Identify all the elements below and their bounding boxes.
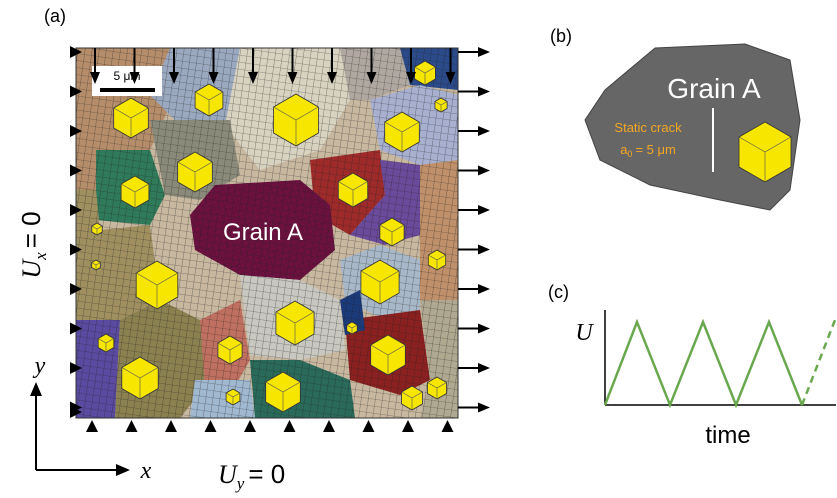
panel-label: (a) — [44, 6, 66, 26]
load-arrow-head — [478, 166, 490, 176]
support — [244, 420, 256, 432]
load-arrow-head — [478, 403, 490, 413]
panel-label: (c) — [548, 282, 569, 302]
support — [323, 420, 335, 432]
crack-title: Static crack — [614, 120, 682, 135]
grain-label: Grain A — [667, 73, 761, 104]
page: 5 μm Grain A (a) Ux= 0 Uy= 0 y x (b) Gra… — [0, 0, 837, 498]
axis-y-label: y — [33, 353, 46, 379]
load-wave-continuation — [802, 320, 835, 405]
ux-subscript: x — [31, 252, 50, 261]
uy-label: Uy= 0 — [218, 459, 285, 493]
y-axis-label: U — [575, 320, 594, 346]
grain-label: Grain A — [223, 219, 303, 246]
support — [165, 420, 177, 432]
load-wave — [605, 322, 802, 405]
support — [442, 420, 454, 432]
load-arrow-head — [478, 324, 490, 334]
load-arrow-head — [478, 284, 490, 294]
load-arrow-head — [478, 363, 490, 373]
axis-x-label: x — [140, 458, 152, 484]
uy-equals: = 0 — [248, 459, 285, 489]
crack-subscript: 0 — [627, 149, 632, 159]
ux-equals: = 0 — [16, 211, 46, 248]
x-axis-label: time — [705, 422, 750, 449]
load-arrow-head — [478, 126, 490, 136]
crack-equals: = 5 μm — [635, 142, 675, 157]
support — [205, 420, 217, 432]
ux-label: Ux= 0 — [16, 211, 50, 278]
support — [284, 420, 296, 432]
support — [363, 420, 375, 432]
support — [126, 420, 138, 432]
support — [86, 420, 98, 432]
panel-label: (b) — [550, 26, 572, 46]
load-arrow-head — [478, 47, 490, 57]
load-arrow-head — [478, 87, 490, 97]
support — [402, 420, 414, 432]
load-arrow-head — [478, 205, 490, 215]
load-arrow-head — [478, 245, 490, 255]
uy-subscript: y — [235, 474, 245, 493]
figure: 5 μm Grain A (a) Ux= 0 Uy= 0 y x (b) Gra… — [0, 0, 837, 498]
